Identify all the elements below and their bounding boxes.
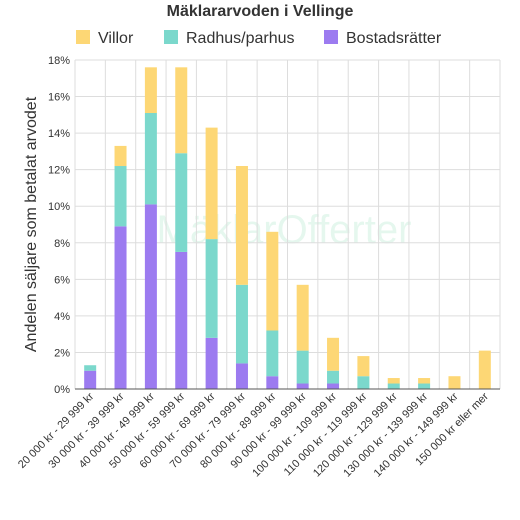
chart-legend: Villor Radhus/parhus Bostadsrätter	[76, 30, 442, 47]
bar-segment	[175, 67, 188, 154]
legend-label: Radhus/parhus	[186, 30, 295, 47]
y-axis-label: Andelen säljare som betalat arvodet	[23, 96, 40, 352]
bar-segment	[418, 378, 431, 384]
bar-segment	[296, 383, 309, 389]
bar-segment	[478, 350, 491, 389]
bar-segment	[114, 166, 127, 227]
bar-segment	[84, 365, 97, 371]
bar-segment	[144, 204, 157, 389]
bar-segment	[296, 284, 309, 351]
y-tick-label: 10%	[48, 201, 70, 213]
watermark-text: MäklarOfferter	[157, 208, 412, 252]
bars-group	[84, 67, 491, 389]
y-tick-label: 0%	[54, 384, 70, 396]
bar-segment	[266, 376, 279, 389]
legend-swatch	[76, 30, 90, 44]
bar-segment	[418, 383, 431, 389]
bar-segment	[235, 363, 248, 389]
bar-segment	[387, 383, 400, 389]
bar-segment	[327, 370, 340, 384]
bar-segment	[357, 376, 370, 389]
bar-segment	[266, 330, 279, 377]
bar-segment	[114, 226, 127, 389]
y-tick-label: 16%	[48, 92, 70, 104]
bar-segment	[235, 284, 248, 364]
bar-segment	[175, 153, 188, 252]
y-tick-label: 12%	[48, 165, 70, 177]
y-tick-label: 4%	[54, 311, 70, 323]
bar-segment	[387, 378, 400, 384]
y-tick-label: 8%	[54, 238, 70, 250]
y-tick-label: 14%	[48, 128, 70, 140]
bar-segment	[205, 337, 218, 389]
legend-label: Bostadsrätter	[346, 30, 442, 47]
bar-segment	[296, 350, 309, 384]
bar-segment	[448, 376, 461, 389]
bar-segment	[327, 337, 340, 371]
grid-lines	[74, 59, 501, 389]
y-tick-label: 2%	[54, 347, 70, 359]
bar-segment	[84, 370, 97, 389]
y-tick-label: 18%	[48, 55, 70, 67]
y-tick-label: 6%	[54, 274, 70, 286]
legend-label: Villor	[98, 30, 134, 47]
bar-segment	[144, 113, 157, 205]
bar-segment	[266, 231, 279, 331]
legend-swatch	[164, 30, 178, 44]
y-axis-ticks: 0% 2% 4% 6% 8% 10% 12% 14% 16% 18%	[48, 55, 70, 396]
bar-segment	[205, 239, 218, 338]
bar-segment	[357, 356, 370, 377]
bar-segment	[327, 383, 340, 389]
bar-segment	[175, 251, 188, 389]
bar-segment	[144, 67, 157, 114]
bar-segment	[114, 145, 127, 167]
legend-swatch	[324, 30, 338, 44]
chart-title: Mäklararvoden i Vellinge	[167, 3, 354, 20]
bar-segment	[235, 166, 248, 285]
bar-segment	[205, 127, 218, 240]
